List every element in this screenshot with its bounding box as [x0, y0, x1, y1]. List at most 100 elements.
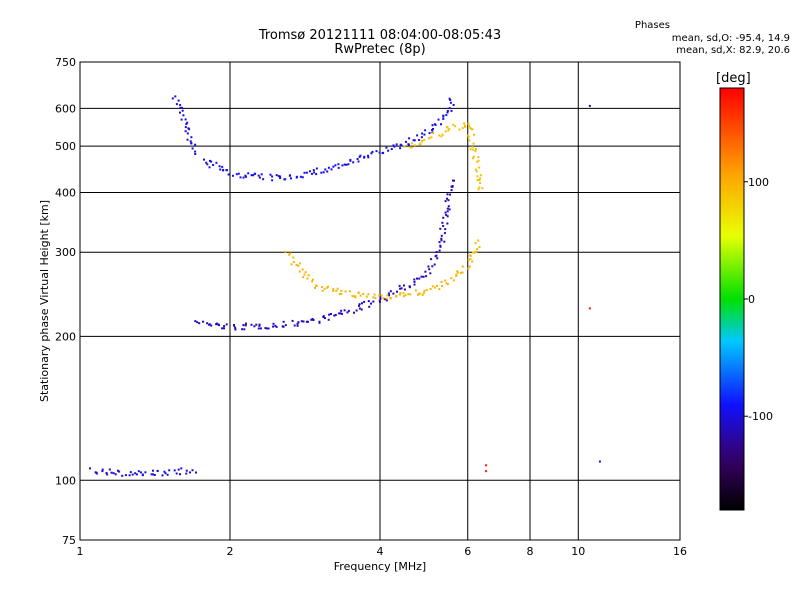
data-point	[379, 300, 381, 303]
data-point	[235, 173, 238, 176]
data-point	[306, 277, 309, 280]
data-point	[257, 327, 260, 330]
data-point	[328, 313, 331, 316]
data-point	[89, 467, 91, 470]
data-point	[461, 127, 464, 130]
data-point	[378, 151, 381, 154]
data-point	[329, 313, 332, 315]
data-point	[448, 107, 451, 110]
data-point	[422, 275, 425, 278]
data-point	[474, 168, 477, 171]
data-point	[180, 467, 183, 470]
data-point	[598, 460, 601, 463]
data-point	[469, 126, 472, 129]
data-point	[418, 292, 421, 295]
data-point	[124, 474, 127, 477]
data-point	[441, 133, 444, 136]
phase-x-stats: mean, sd,X: 82.9, 20.6	[676, 45, 790, 56]
data-point	[295, 264, 298, 266]
data-point	[429, 272, 432, 275]
data-point	[244, 174, 247, 177]
data-point	[474, 242, 477, 245]
data-point	[421, 293, 424, 296]
y-tick-label: 200	[55, 330, 76, 343]
data-point	[179, 106, 182, 109]
data-point	[305, 171, 308, 174]
phase-colorbar: 100 0 -100	[719, 87, 773, 511]
data-point	[450, 109, 453, 112]
data-point	[370, 302, 372, 305]
data-point	[234, 326, 237, 329]
y-tick-label: 300	[55, 246, 76, 259]
x-axis-label: Frequency [MHz]	[334, 560, 426, 573]
y-tick-label: 750	[55, 56, 76, 69]
data-point	[446, 125, 449, 128]
data-point	[134, 472, 137, 475]
data-point	[161, 474, 164, 477]
data-point	[221, 327, 224, 330]
data-point	[347, 163, 350, 166]
data-point	[476, 248, 479, 251]
data-point	[94, 471, 97, 474]
data-point	[101, 468, 104, 471]
data-point	[418, 277, 421, 280]
data-point	[378, 299, 381, 302]
data-point	[303, 171, 306, 174]
data-point	[410, 146, 413, 149]
data-point	[252, 174, 255, 177]
data-point	[208, 323, 211, 326]
data-point	[336, 287, 339, 290]
data-point	[321, 286, 323, 288]
data-point	[385, 297, 388, 300]
data-point	[475, 250, 478, 253]
data-point	[425, 288, 428, 291]
data-point	[346, 311, 349, 314]
data-point	[301, 176, 304, 179]
data-point	[435, 284, 438, 287]
data-point	[215, 322, 218, 325]
data-point	[258, 176, 261, 179]
data-point	[424, 270, 427, 273]
data-point	[468, 265, 471, 268]
data-point	[428, 132, 431, 135]
data-point	[297, 321, 300, 324]
data-point	[414, 289, 417, 292]
data-point	[180, 118, 183, 121]
data-point	[442, 225, 445, 227]
data-point	[190, 142, 193, 145]
data-point	[357, 292, 360, 295]
data-point	[222, 168, 225, 171]
data-point	[139, 471, 142, 474]
data-point	[320, 171, 323, 174]
data-point	[327, 285, 329, 288]
data-point	[373, 293, 376, 296]
data-point	[210, 160, 213, 163]
data-point	[356, 158, 359, 160]
data-point	[191, 469, 194, 472]
data-point	[461, 265, 464, 268]
y-tick-label: 400	[55, 186, 76, 199]
data-point	[277, 175, 280, 178]
data-point	[447, 199, 450, 202]
data-point	[473, 133, 476, 136]
data-point	[152, 469, 154, 472]
data-point	[387, 292, 390, 295]
data-point	[298, 262, 301, 265]
data-point	[469, 148, 472, 151]
data-point	[218, 165, 221, 168]
data-point	[419, 143, 422, 146]
data-point	[257, 174, 260, 177]
data-point	[341, 164, 344, 167]
data-point	[431, 124, 434, 127]
data-point	[479, 182, 482, 184]
data-point	[173, 469, 176, 472]
data-point	[448, 128, 451, 131]
data-point	[382, 151, 385, 154]
data-point	[399, 293, 401, 296]
data-point	[467, 135, 470, 138]
data-point	[420, 136, 423, 139]
data-point	[250, 323, 253, 326]
data-point	[225, 323, 228, 326]
data-point	[322, 315, 325, 318]
